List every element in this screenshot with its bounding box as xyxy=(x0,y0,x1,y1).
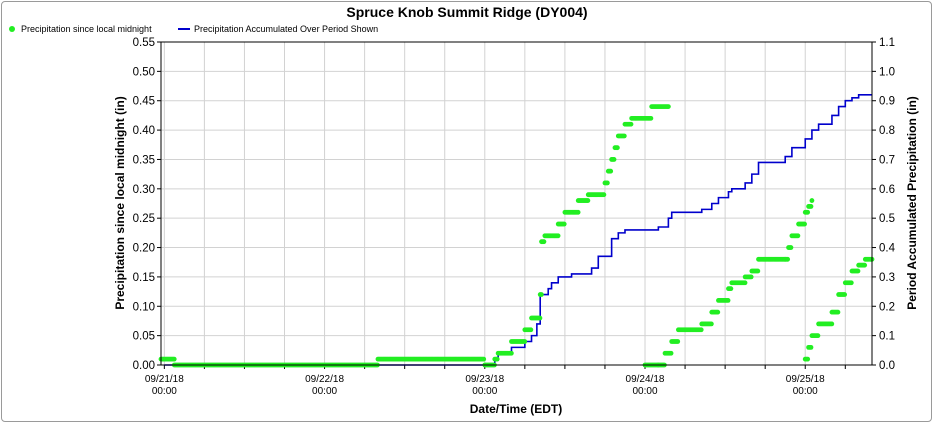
y-axis-right-ticks: 0.0 0.1 0.2 0.3 0.4 0.5 0.6 0.7 0.8 0.9 1.0 1.1 xyxy=(872,37,896,372)
legend: Precipitation since local midnight Preci… xyxy=(9,24,378,34)
y-left-tick-label: 0.25 xyxy=(133,213,155,225)
daily-point xyxy=(561,221,567,227)
x-tick-label-time: 00:00 xyxy=(793,386,818,397)
y-right-tick-label: 1.1 xyxy=(879,37,895,49)
legend-marker-daily xyxy=(9,26,15,32)
daily-point xyxy=(755,268,761,274)
y-right-tick-label: 0.4 xyxy=(879,243,896,255)
series-accumulated xyxy=(164,94,872,366)
x-tick-label-date: 09/21/18 xyxy=(145,374,184,385)
y-right-tick-label: 0.8 xyxy=(879,125,895,137)
daily-point xyxy=(611,157,617,162)
daily-point xyxy=(541,239,547,245)
y-right-tick-label: 0.3 xyxy=(879,272,895,284)
daily-point xyxy=(508,350,514,356)
daily-point xyxy=(537,315,543,321)
daily-point xyxy=(742,280,748,286)
y-right-tick-label: 0.1 xyxy=(879,331,895,343)
series-daily xyxy=(158,104,875,368)
y-right-tick-label: 0.5 xyxy=(879,213,895,225)
daily-point xyxy=(608,168,614,174)
y-right-tick-label: 0.9 xyxy=(879,96,895,108)
y-left-tick-label: 0.00 xyxy=(133,360,155,372)
y-left-tick-label: 0.40 xyxy=(133,125,155,137)
daily-point xyxy=(785,256,791,262)
daily-point xyxy=(835,309,841,315)
daily-point xyxy=(621,133,627,139)
x-tick-label-time: 00:00 xyxy=(472,386,497,397)
daily-point xyxy=(675,339,681,344)
daily-point xyxy=(614,145,620,151)
daily-point xyxy=(808,204,814,209)
y-left-tick-label: 0.10 xyxy=(133,301,155,313)
daily-point xyxy=(728,286,734,292)
y-left-tick-label: 0.05 xyxy=(133,331,155,343)
chart-title: Spruce Knob Summit Ridge (DY004) xyxy=(346,4,587,20)
daily-point xyxy=(795,233,801,239)
daily-point xyxy=(809,198,815,203)
x-tick-label-time: 00:00 xyxy=(632,386,657,397)
daily-point xyxy=(648,115,654,121)
legend-label-accumulated: Precipitation Accumulated Over Period Sh… xyxy=(194,24,378,34)
daily-point xyxy=(601,192,607,198)
daily-point xyxy=(842,292,848,297)
y-axis-right-label: Period Accumulated Precipitation (in) xyxy=(905,96,919,310)
y-right-tick-label: 0.0 xyxy=(879,360,895,372)
y-left-tick-label: 0.15 xyxy=(133,272,155,284)
daily-point xyxy=(585,198,591,203)
daily-point xyxy=(829,321,835,327)
daily-point xyxy=(715,309,721,315)
y-axis-left-label: Precipitation since local midnight (in) xyxy=(113,96,127,309)
daily-point xyxy=(848,280,854,286)
legend-label-daily: Precipitation since local midnight xyxy=(21,24,152,34)
x-tick-label-date: 09/22/18 xyxy=(305,374,344,385)
daily-point xyxy=(668,350,674,356)
daily-point xyxy=(628,121,634,127)
daily-point xyxy=(725,298,731,303)
y-left-tick-label: 0.35 xyxy=(133,154,155,166)
accumulated-line xyxy=(164,94,872,366)
x-tick-label-time: 00:00 xyxy=(152,386,177,397)
daily-point xyxy=(604,180,610,186)
y-right-tick-label: 0.2 xyxy=(879,301,895,313)
daily-point xyxy=(805,209,811,215)
daily-point xyxy=(555,233,561,239)
x-axis-ticks: 09/21/1800:0009/22/1800:0009/23/1800:000… xyxy=(145,365,846,397)
x-tick-label-date: 09/24/18 xyxy=(626,374,665,385)
plot-area-border xyxy=(160,41,873,366)
gridlines xyxy=(161,41,872,366)
daily-point xyxy=(802,221,807,227)
daily-point xyxy=(808,344,814,350)
daily-point xyxy=(522,339,528,344)
daily-point xyxy=(494,356,500,362)
y-right-tick-label: 0.6 xyxy=(879,184,895,196)
y-left-tick-label: 0.30 xyxy=(133,184,155,196)
daily-point xyxy=(788,245,794,250)
daily-point xyxy=(748,274,754,280)
daily-point xyxy=(805,356,811,362)
y-left-tick-label: 0.50 xyxy=(133,66,155,78)
daily-point xyxy=(575,209,581,215)
y-right-tick-label: 0.7 xyxy=(879,154,895,166)
daily-point xyxy=(708,321,714,327)
y-left-tick-label: 0.20 xyxy=(133,243,155,255)
y-axis-left-ticks: 0.00 0.05 0.10 0.15 0.20 0.25 0.30 0.35 0.40 0.45… xyxy=(133,37,161,372)
x-axis-label: Date/Time (EDT) xyxy=(470,402,562,416)
daily-point xyxy=(698,327,704,333)
daily-point xyxy=(481,356,487,362)
y-left-tick-label: 0.55 xyxy=(133,37,155,49)
y-right-tick-label: 1.0 xyxy=(879,66,895,78)
daily-point xyxy=(855,268,861,274)
daily-point xyxy=(815,333,821,339)
daily-point xyxy=(862,262,868,268)
daily-point xyxy=(539,292,544,297)
y-left-tick-label: 0.45 xyxy=(133,96,155,108)
daily-point xyxy=(171,356,177,362)
x-tick-label-time: 00:00 xyxy=(312,386,337,397)
x-tick-label-date: 09/25/18 xyxy=(786,374,825,385)
daily-point xyxy=(528,327,534,333)
daily-point xyxy=(665,104,671,109)
x-tick-label-date: 09/23/18 xyxy=(465,374,504,385)
